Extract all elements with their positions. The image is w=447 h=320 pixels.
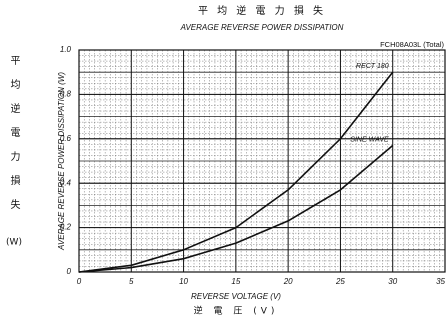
x-tick-label: 35 — [436, 277, 445, 286]
series-label: SINE WAVE — [350, 136, 389, 143]
y-axis-label: AVERAGE REVERSE POWER DISSIPATION (W) — [57, 72, 66, 251]
x-tick-label: 30 — [388, 277, 397, 286]
x-axis-label: REVERSE VOLTAGE (V) — [191, 292, 281, 301]
y-tick-label: 0.4 — [60, 178, 72, 187]
y-tick-label: 1.0 — [60, 45, 72, 54]
y-tick-label: 0 — [67, 267, 72, 276]
x-tick-label: 20 — [283, 277, 293, 286]
y-axis-unit-jp: (W) — [6, 238, 22, 248]
y-tick-label: 0.8 — [60, 90, 72, 99]
chart-title: 平 均 逆 電 力 損 失 — [198, 4, 326, 17]
y-tick-label: 0.6 — [60, 134, 72, 143]
plot-frame — [78, 49, 446, 273]
x-tick-label: 15 — [231, 277, 240, 286]
y-tick-label: 0.2 — [60, 223, 72, 232]
chart-subtitle: AVERAGE REVERSE POWER DISSIPATION — [180, 23, 344, 32]
data-line — [78, 144, 394, 273]
x-axis-label-jp: 逆 電 圧 (V) — [194, 305, 279, 317]
data-line — [78, 71, 394, 273]
y-axis-label-jp: 平均逆電力損失 — [8, 55, 20, 223]
x-tick-label: 0 — [77, 277, 82, 286]
x-tick-label: 5 — [129, 277, 134, 286]
series-label: RECT 180 — [356, 63, 389, 70]
x-tick-label: 25 — [335, 277, 345, 286]
part-label: FCH08A03L (Total) — [380, 40, 444, 49]
x-tick-label: 10 — [179, 277, 188, 286]
